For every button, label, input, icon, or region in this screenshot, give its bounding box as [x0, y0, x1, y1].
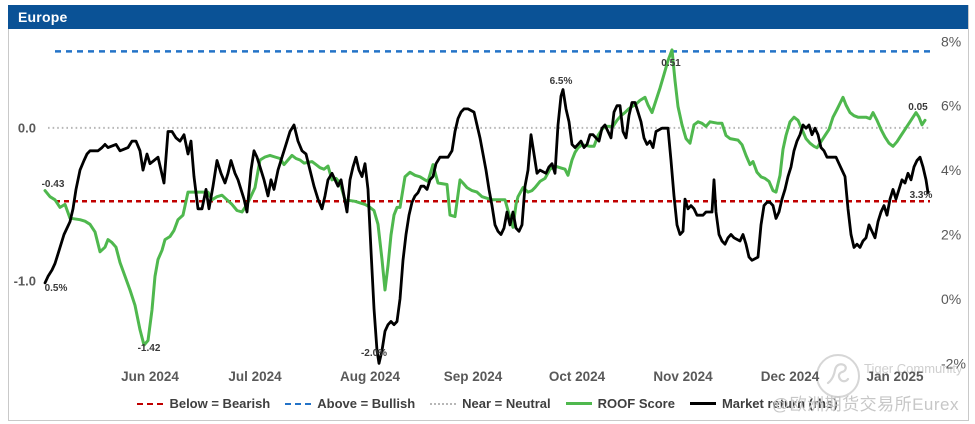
right-axis-tick: 2%: [941, 227, 961, 243]
legend-item-below-bearish: Below = Bearish: [137, 396, 270, 411]
chart-legend: Below = Bearish Above = Bullish Near = N…: [0, 396, 975, 411]
right-axis-tick: -2%: [941, 355, 966, 371]
right-axis-tick: 6%: [941, 98, 961, 114]
month-label: Jun 2024: [121, 369, 179, 384]
legend-label: Above = Bullish: [317, 396, 416, 411]
annotation-label: -2.0%: [361, 348, 387, 359]
market-return-rhs--line: [43, 88, 930, 365]
annotation-label: -1.42: [138, 343, 161, 354]
month-label: Jan 2025: [866, 369, 924, 384]
panel-title: Europe: [18, 9, 68, 25]
annotation-label: 3.3%: [910, 190, 933, 201]
right-axis-tick: 0%: [941, 291, 961, 307]
month-label: Dec 2024: [761, 369, 820, 384]
legend-label: Near = Neutral: [462, 396, 551, 411]
chart-frame: [8, 5, 969, 421]
legend-item-above-bullish: Above = Bullish: [285, 396, 415, 411]
left-axis-tick: -1.0: [14, 273, 36, 288]
annotation-label: 6.5%: [550, 76, 573, 87]
month-label: Oct 2024: [549, 369, 606, 384]
left-axis-tick: 0.0: [18, 120, 36, 135]
legend-label: Market return (rhs): [721, 396, 838, 411]
annotation-label: 0.5%: [45, 283, 68, 294]
annotation-label: -0.43: [42, 179, 65, 190]
roof-score-line-icon: [565, 402, 592, 405]
bearish-dashed-line-icon: [137, 402, 164, 405]
legend-label: Below = Bearish: [169, 396, 271, 411]
legend-item-market-return: Market return (rhs): [689, 396, 838, 411]
legend-label: ROOF Score: [597, 396, 675, 411]
panel-header: Europe: [8, 5, 968, 29]
bullish-dashed-line-icon: [285, 402, 312, 405]
month-label: Jul 2024: [228, 369, 282, 384]
legend-item-roof-score: ROOF Score: [565, 396, 675, 411]
month-label: Sep 2024: [444, 369, 503, 384]
right-axis-tick: 8%: [941, 33, 961, 49]
market-return-line-icon: [689, 402, 716, 405]
annotation-label: 0.51: [661, 58, 681, 69]
legend-item-near-neutral: Near = Neutral: [430, 396, 551, 411]
neutral-dotted-line-icon: [430, 402, 457, 405]
month-label: Nov 2024: [653, 369, 713, 384]
roof-score-line: [43, 48, 927, 347]
annotation-label: 0.05: [908, 102, 928, 113]
right-axis-tick: 4%: [941, 162, 961, 178]
month-label: Aug 2024: [340, 369, 401, 384]
